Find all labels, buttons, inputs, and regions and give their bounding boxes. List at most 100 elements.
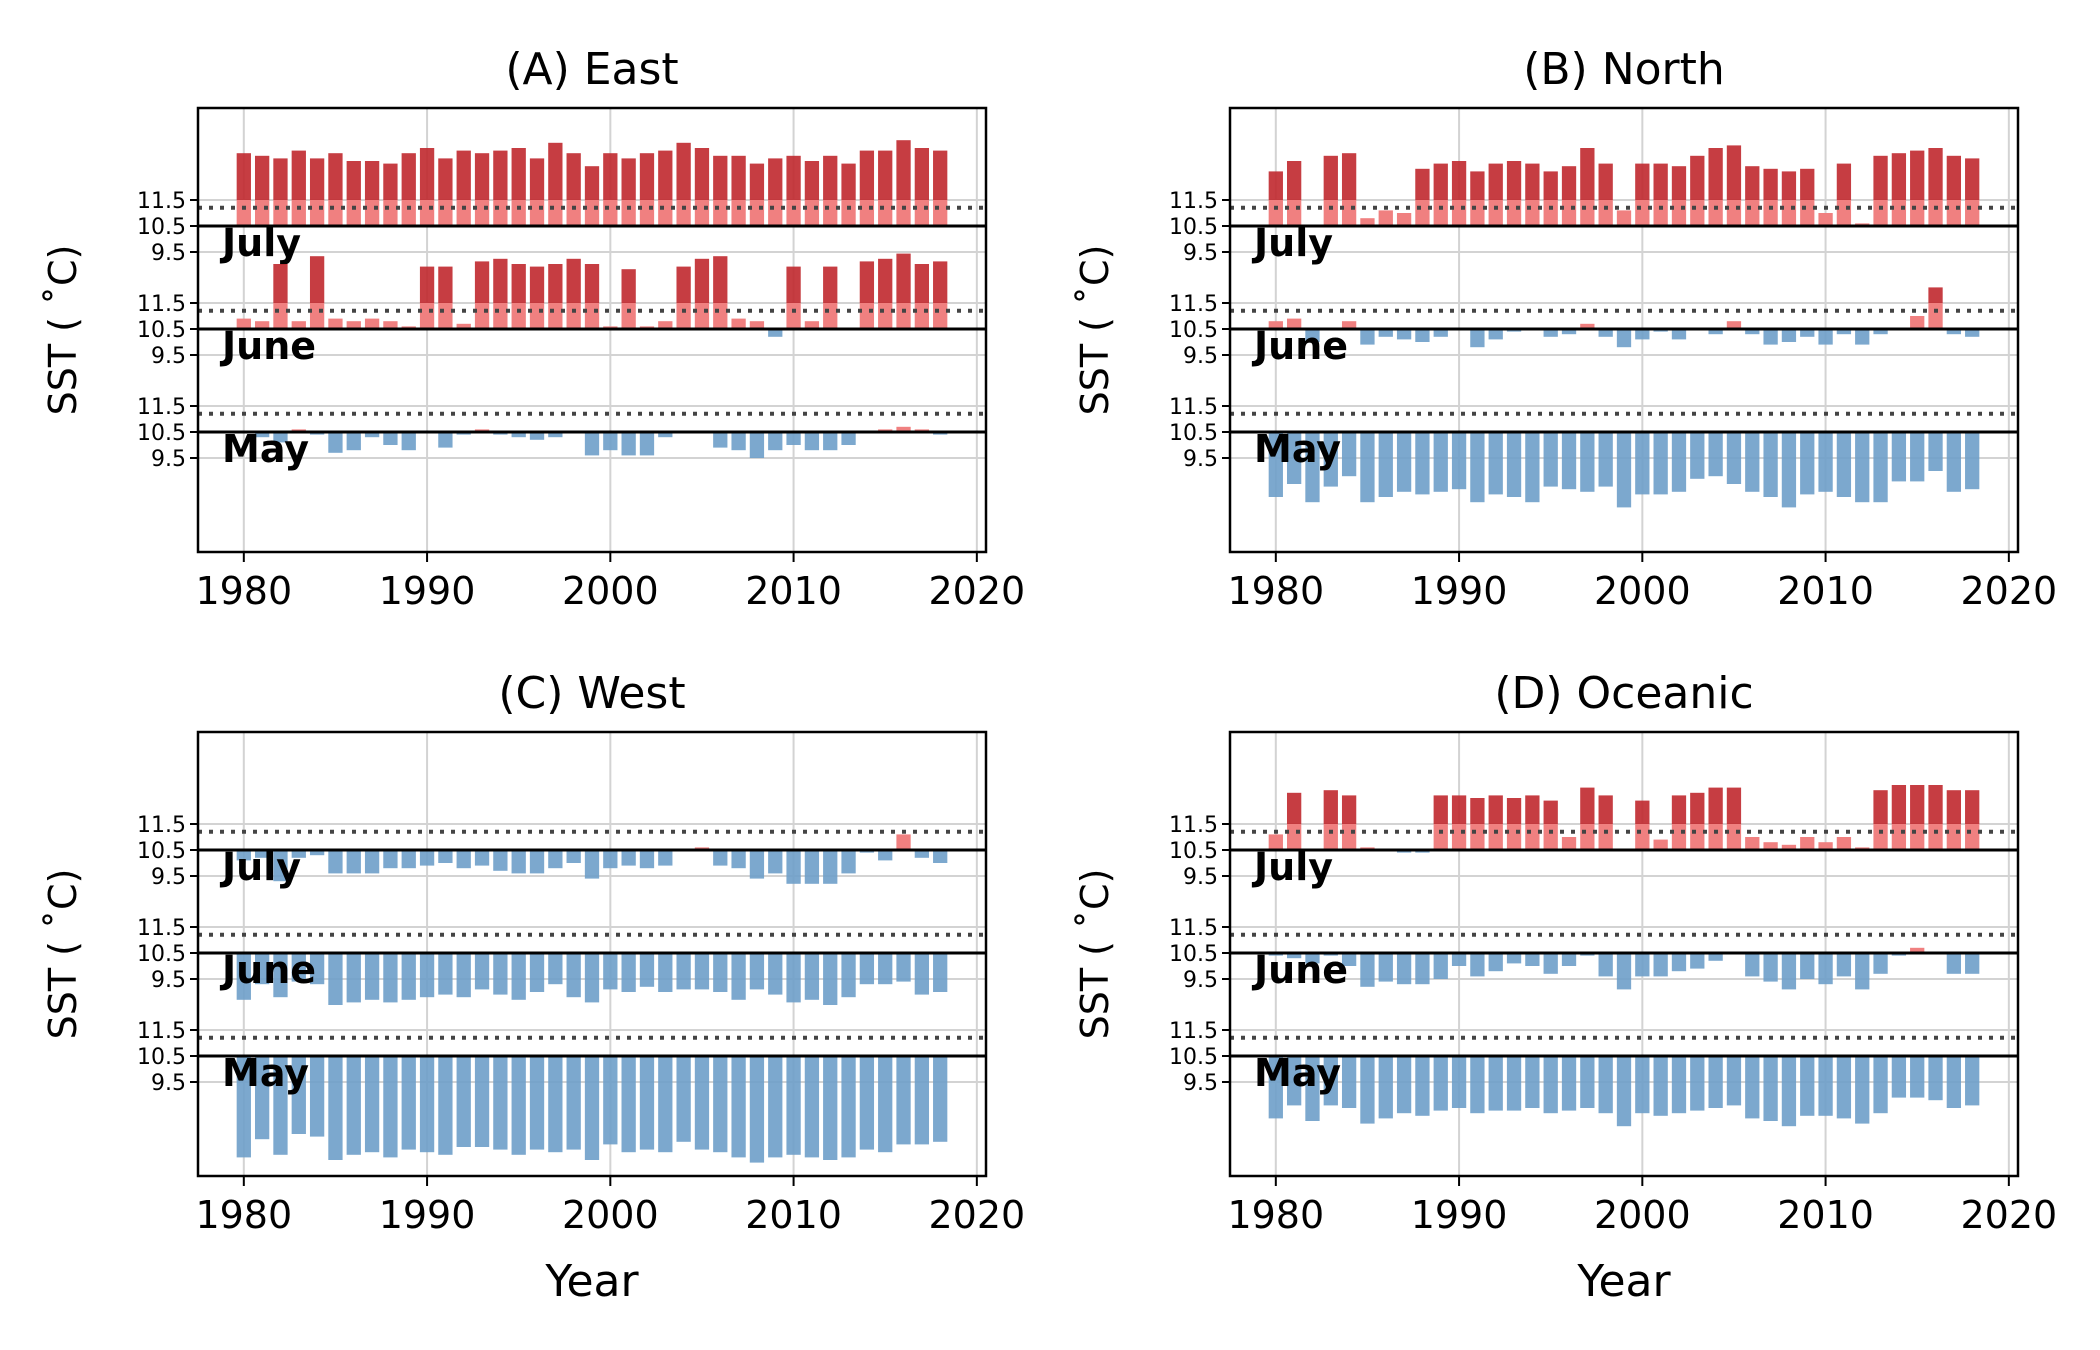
bar-base-july-2017 [1946, 824, 1962, 850]
bar-base-july-1992 [1488, 824, 1503, 850]
bar-june-2018 [1965, 953, 1980, 974]
bar-base-july-1993 [1506, 200, 1522, 226]
bar-july-1991 [438, 158, 453, 200]
y-axis-label: SST ( ˚C) [1073, 869, 1117, 1040]
bar-july-2008 [1781, 844, 1797, 850]
bar-july-2001 [621, 158, 636, 200]
bar-july-2010 [786, 850, 801, 884]
bar-base-july-1989 [401, 200, 416, 226]
bar-june-1995 [1543, 953, 1558, 974]
x-tick-label: 1980 [1227, 569, 1324, 613]
series-label-july: July [219, 845, 301, 889]
bar-june-1999 [584, 264, 600, 303]
bar-july-2016 [896, 140, 911, 200]
bar-may-2003 [658, 432, 673, 438]
y-tick-label: 11.5 [1169, 813, 1218, 838]
series-label-may: May [222, 427, 309, 471]
bar-base-july-2018 [1965, 200, 1980, 226]
bar-july-2015 [878, 150, 893, 200]
bar-july-2011 [804, 850, 820, 884]
bar-may-2002 [1671, 1056, 1687, 1114]
bar-base-june-1991 [438, 303, 453, 329]
bar-base-july-2007 [731, 200, 746, 226]
bar-june-1998 [566, 258, 581, 303]
bar-base-june-1996 [529, 303, 545, 329]
bar-may-2005 [1726, 1056, 1742, 1106]
bar-june-1990 [419, 266, 435, 303]
bar-july-1997 [548, 850, 563, 869]
bar-june-2008 [1781, 329, 1797, 342]
bar-july-1985 [328, 850, 343, 874]
bar-july-1985 [1360, 218, 1375, 226]
y-tick-label: 10.5 [1169, 942, 1218, 967]
bar-may-2018 [933, 1056, 948, 1142]
bar-july-2010 [1818, 213, 1833, 226]
bar-may-2010 [786, 432, 801, 445]
bar-june-2017 [1946, 329, 1962, 335]
bar-july-2003 [658, 150, 673, 200]
axes-frame [196, 730, 988, 1178]
bar-july-2005 [1726, 145, 1742, 200]
bar-base-july-2017 [914, 200, 930, 226]
bar-may-1981 [254, 432, 270, 438]
series-label-july: July [1251, 845, 1333, 889]
bar-may-2016 [1928, 432, 1943, 471]
bar-may-2010 [1818, 432, 1833, 492]
bar-june-2007 [731, 953, 746, 1000]
y-tick-label: 10.5 [1169, 421, 1218, 446]
bar-may-1995 [1543, 432, 1558, 487]
bar-base-july-2008 [749, 200, 765, 226]
bar-june-1983 [291, 953, 306, 982]
bar-july-1988 [383, 850, 398, 869]
bar-june-2002 [639, 953, 655, 987]
bar-june-1996 [529, 953, 545, 992]
bar-july-1988 [383, 163, 398, 200]
bar-july-1981 [254, 850, 270, 858]
bar-base-july-2014 [859, 200, 875, 226]
bar-june-1997 [548, 953, 563, 985]
bar-may-2001 [1653, 432, 1668, 495]
bar-july-2004 [1708, 787, 1723, 824]
series-label-june: June [1251, 948, 1348, 992]
bar-may-2017 [1946, 1056, 1962, 1108]
bar-may-1996 [529, 1056, 545, 1150]
bar-base-july-2009 [1800, 200, 1815, 226]
series-label-may: May [1254, 1051, 1341, 1095]
bar-june-2010 [1818, 329, 1833, 345]
bar-june-2001 [621, 953, 636, 992]
y-tick-label: 9.5 [1183, 968, 1218, 993]
bar-june-2010 [786, 266, 801, 303]
bar-base-june-1998 [566, 303, 581, 329]
bar-june-1984 [1341, 321, 1357, 329]
bar-base-july-1983 [291, 200, 306, 226]
bar-base-july-1997 [1580, 200, 1595, 226]
bar-may-2008 [749, 1056, 765, 1163]
bar-may-1994 [493, 1056, 508, 1150]
bar-may-1989 [1433, 432, 1448, 492]
x-tick-label: 2000 [562, 569, 659, 613]
bar-june-2015 [1910, 316, 1925, 329]
bar-july-2016 [896, 834, 911, 850]
x-tick-label: 2020 [928, 569, 1025, 613]
bar-june-1998 [1598, 329, 1613, 337]
bar-june-1982 [1305, 953, 1320, 964]
bar-base-july-2003 [1690, 200, 1705, 226]
bar-june-2005 [1726, 321, 1742, 329]
bar-july-1987 [1396, 213, 1412, 226]
bar-july-2009 [1800, 837, 1815, 850]
bar-june-2003 [1690, 953, 1705, 969]
bar-july-2012 [823, 850, 838, 884]
bar-july-2008 [749, 850, 765, 879]
bar-june-2016 [896, 953, 911, 982]
bar-june-2010 [786, 953, 801, 1003]
bar-june-2012 [1855, 953, 1870, 990]
bar-may-2011 [804, 432, 820, 451]
bar-july-1996 [529, 850, 545, 874]
bar-june-2001 [1653, 953, 1668, 977]
bar-base-july-1998 [1598, 824, 1613, 850]
bar-july-1980 [236, 850, 251, 861]
bar-may-2011 [804, 1056, 820, 1158]
bar-base-july-2016 [1928, 824, 1943, 850]
bar-july-2009 [768, 158, 783, 200]
bar-june-2010 [1818, 953, 1833, 985]
